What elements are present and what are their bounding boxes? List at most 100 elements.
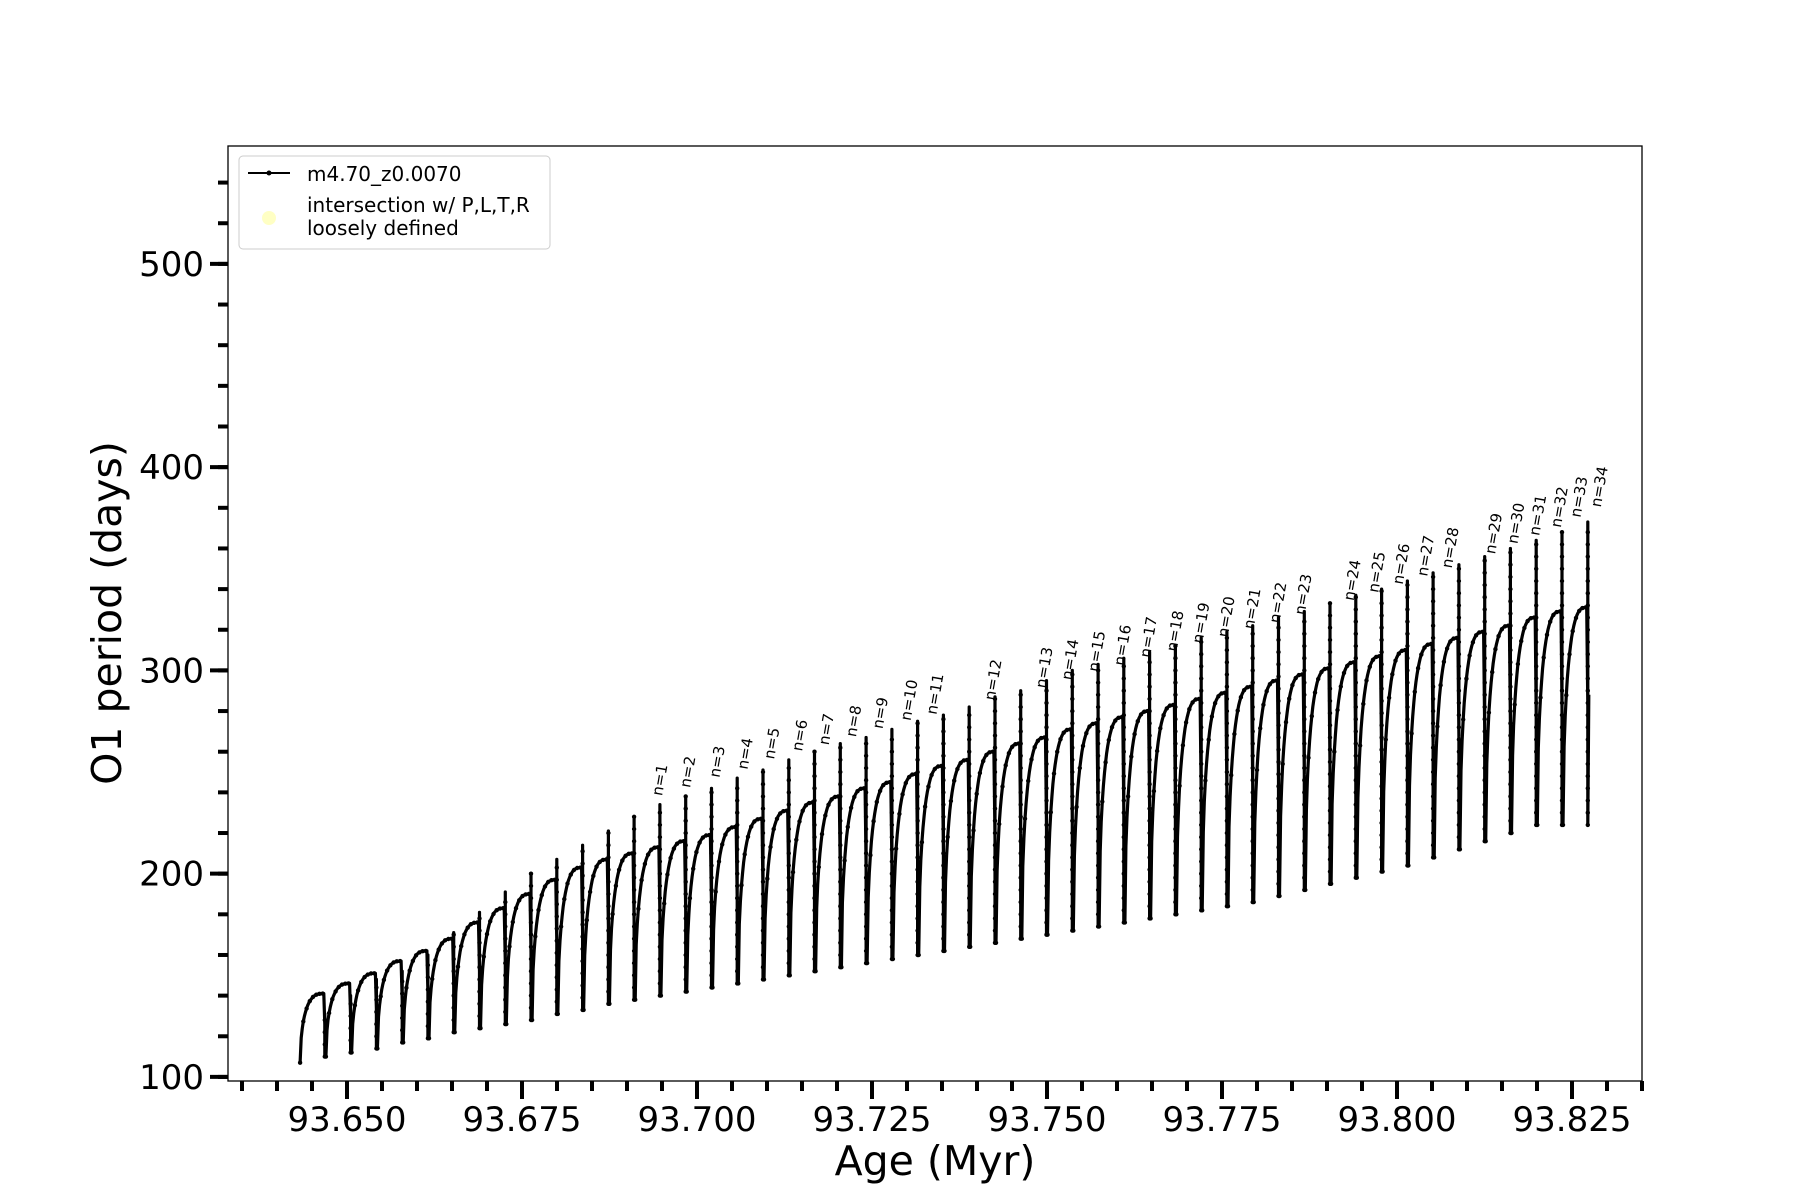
series-point: [388, 963, 393, 968]
series-point: [1018, 729, 1023, 734]
series-point: [1261, 702, 1266, 707]
n-annotation-label: n=1: [648, 763, 671, 797]
series-point: [1379, 625, 1384, 630]
series-point: [742, 852, 747, 857]
series-point: [465, 925, 470, 930]
series-point: [594, 864, 599, 869]
n-annotation-label: n=12: [981, 658, 1006, 702]
series-point: [374, 997, 379, 1002]
series-point: [1327, 710, 1333, 716]
series-point: [1405, 582, 1410, 588]
series-point: [1353, 692, 1359, 697]
series-point: [1379, 613, 1384, 618]
series-point: [459, 943, 464, 949]
series-point: [397, 958, 403, 964]
series-point: [974, 791, 979, 796]
series-point: [1135, 719, 1141, 724]
series-point: [786, 790, 791, 795]
series-point: [838, 867, 843, 872]
series-point: [863, 912, 869, 917]
series-point: [1482, 668, 1487, 673]
series-point: [1456, 652, 1462, 657]
series-point: [1224, 769, 1230, 775]
series-point: [425, 1023, 431, 1029]
series-point: [631, 863, 637, 868]
series-point: [1564, 693, 1569, 698]
series-point: [1206, 737, 1211, 742]
series-point: [906, 774, 912, 780]
series-point: [451, 1017, 456, 1023]
series-point: [812, 798, 817, 803]
series-point: [687, 896, 693, 901]
series-point: [1482, 765, 1487, 771]
x-tick-label: 93.725: [813, 1100, 932, 1140]
series-point: [967, 871, 972, 876]
series-point: [554, 865, 559, 870]
series-point: [1018, 899, 1023, 905]
series-point: [838, 769, 843, 775]
series-point: [1456, 664, 1462, 669]
series-point: [967, 712, 972, 718]
series-point: [477, 989, 482, 994]
series-point: [426, 1036, 432, 1041]
series-point: [1327, 735, 1333, 740]
series-point: [1380, 869, 1385, 874]
series-point: [1095, 729, 1101, 734]
series-point: [348, 1001, 353, 1006]
legend-dot-marker: [266, 170, 272, 176]
series-point: [1327, 601, 1333, 606]
series-point: [1508, 635, 1513, 641]
series-point: [1224, 647, 1230, 653]
series-point: [1508, 550, 1513, 555]
series-point: [812, 895, 817, 901]
series-point: [1508, 696, 1513, 702]
series-point: [694, 849, 699, 855]
series-point: [1525, 618, 1530, 624]
series-point: [368, 971, 374, 976]
series-point: [1327, 613, 1333, 618]
series-point: [1482, 753, 1487, 758]
series-point: [613, 883, 619, 888]
series-point: [992, 928, 998, 933]
series-point: [1508, 757, 1513, 762]
series-point: [1409, 731, 1414, 736]
series-point: [1534, 615, 1539, 620]
series-layer: [297, 520, 1591, 1065]
series-point: [307, 998, 312, 1004]
series-point: [1405, 778, 1410, 783]
series-point: [760, 965, 766, 970]
series-point: [1534, 542, 1539, 547]
series-point: [1534, 712, 1539, 718]
series-point: [1173, 802, 1178, 807]
series-point: [620, 858, 625, 863]
series-point: [790, 870, 796, 875]
series-point: [1044, 798, 1049, 803]
series-point: [1121, 688, 1127, 693]
series-point: [1026, 778, 1031, 784]
series-point: [1585, 615, 1591, 620]
series-point: [1173, 899, 1178, 905]
series-point: [1173, 680, 1178, 685]
series-point: [992, 830, 998, 836]
series-point: [554, 999, 559, 1004]
series-point: [967, 822, 972, 828]
series-point: [1559, 810, 1565, 815]
x-tick-label: 93.775: [1163, 1100, 1282, 1140]
series-point: [503, 1009, 508, 1015]
series-point: [967, 847, 972, 852]
n-annotation-label: n=10: [897, 678, 922, 722]
series-point: [657, 822, 663, 828]
series-point: [1390, 672, 1395, 677]
series-point: [1276, 662, 1281, 667]
series-point: [310, 994, 316, 1000]
series-point: [992, 806, 998, 811]
series-point: [760, 879, 766, 884]
series-point: [1121, 700, 1127, 706]
series-point: [683, 952, 688, 958]
series-point: [735, 956, 740, 962]
series-point: [1147, 757, 1152, 762]
series-point: [1327, 784, 1333, 789]
series-point: [992, 879, 998, 884]
series-point: [1212, 701, 1218, 706]
series-point: [1199, 676, 1204, 681]
